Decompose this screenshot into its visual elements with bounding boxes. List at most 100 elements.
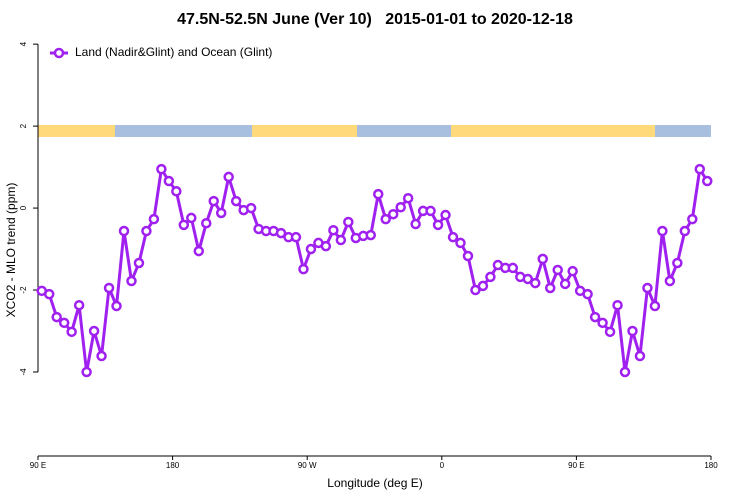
x-tick-label: 90 E	[30, 461, 46, 470]
y-axis-label: XCO2 - MLO trend (ppm)	[4, 183, 18, 318]
legend-label: Land (Nadir&Glint) and Ocean (Glint)	[75, 45, 272, 59]
data-point	[544, 282, 556, 294]
data-point	[186, 212, 197, 224]
y-tick-label: 2	[19, 123, 28, 128]
data-point	[462, 250, 474, 262]
data-point	[589, 311, 601, 323]
legend-marker	[53, 47, 65, 59]
data-point	[156, 163, 167, 175]
data-point	[432, 219, 444, 231]
surface-strip	[38, 125, 711, 137]
data-point	[694, 163, 706, 175]
data-point	[343, 216, 354, 228]
data-point	[223, 171, 234, 183]
y-tick-label: -4	[19, 368, 28, 376]
x-tick-label: 90 W	[298, 461, 317, 470]
data-point	[66, 326, 77, 338]
data-point	[702, 175, 713, 187]
data-point	[88, 325, 100, 337]
data-point	[470, 284, 481, 296]
chart-title: 47.5N-52.5N June (Ver 10) 2015-01-01 to …	[177, 11, 573, 28]
data-point	[627, 325, 638, 337]
data-point	[612, 299, 623, 311]
data-point	[672, 257, 683, 269]
data-point	[567, 265, 578, 277]
data-point	[51, 311, 62, 323]
y-tick-label: -2	[19, 286, 28, 294]
data-point	[657, 225, 668, 237]
data-point	[619, 366, 631, 378]
data-point	[597, 317, 608, 329]
data-point	[305, 243, 317, 255]
data-point	[73, 299, 85, 311]
data-point	[440, 209, 451, 221]
data-point	[118, 225, 130, 237]
data-point	[275, 227, 287, 239]
data-point	[230, 195, 242, 207]
ocean-segment	[655, 125, 711, 137]
data-point	[208, 195, 219, 207]
data-point	[582, 288, 593, 300]
data-point	[679, 225, 691, 237]
data-point	[245, 202, 257, 214]
data-point	[425, 205, 436, 217]
data-point	[290, 231, 302, 243]
data-point	[485, 271, 496, 283]
data-point	[649, 300, 661, 312]
x-tick-label: 90 E	[568, 461, 584, 470]
land-segment	[451, 125, 655, 137]
data-point	[193, 245, 205, 257]
data-point	[455, 237, 466, 249]
data-point	[559, 278, 571, 290]
data-point	[410, 218, 421, 230]
data-point	[81, 366, 92, 378]
data-point	[163, 175, 175, 187]
data-point	[58, 317, 70, 329]
data-point	[126, 275, 137, 287]
y-tick-label: 4	[19, 41, 28, 46]
data-point	[372, 188, 384, 200]
x-tick-label: 180	[704, 461, 718, 470]
x-axis-label: Longitude (deg E)	[327, 476, 422, 490]
data-point	[604, 326, 616, 338]
y-tick-label: 0	[19, 205, 28, 210]
ocean-segment	[115, 125, 252, 137]
data-point	[447, 231, 459, 243]
data-point	[178, 219, 190, 231]
data-point	[215, 207, 227, 219]
data-point	[133, 257, 145, 269]
data-point	[552, 264, 563, 276]
data-point	[201, 217, 212, 229]
data-point	[335, 234, 347, 246]
data-point	[522, 273, 534, 285]
land-segment	[38, 125, 115, 137]
data-point	[171, 186, 182, 197]
x-tick-label: 0	[440, 461, 445, 470]
data-point	[328, 224, 339, 236]
data-point	[103, 282, 115, 294]
data-point	[320, 240, 332, 252]
data-point	[96, 350, 107, 362]
data-point	[530, 277, 541, 289]
data-point	[387, 208, 399, 220]
ocean-segment	[357, 125, 451, 137]
x-tick-label: 180	[166, 461, 180, 470]
land-segment	[252, 125, 357, 137]
data-point	[298, 263, 309, 275]
data-point	[642, 282, 653, 294]
data-point	[365, 229, 377, 241]
data-point	[507, 262, 519, 274]
data-point	[380, 213, 391, 225]
data-point	[664, 275, 676, 287]
data-point	[402, 192, 414, 204]
data-point	[43, 288, 55, 300]
data-point	[537, 253, 548, 265]
data-point	[634, 350, 646, 362]
data-point	[141, 225, 152, 237]
data-point	[687, 213, 698, 225]
data-point	[111, 300, 122, 312]
data-point	[477, 280, 489, 292]
data-point	[148, 213, 160, 225]
